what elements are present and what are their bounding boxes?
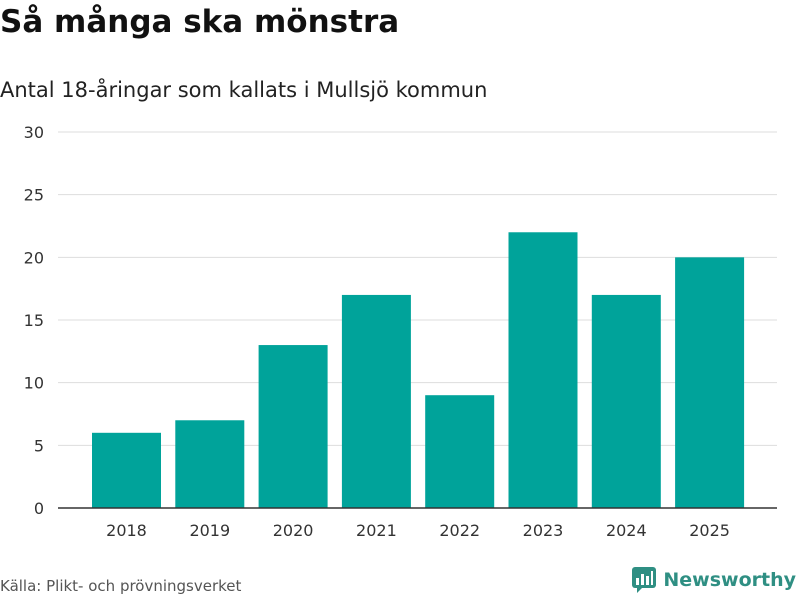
chart-title: Så många ska mönstra [0,4,400,40]
source-note: Källa: Plikt- och prövningsverket [0,577,242,595]
bar [92,432,161,508]
x-tick-label: 2025 [689,521,730,540]
x-tick-label: 2018 [106,521,147,540]
y-tick-label: 30 [24,123,44,142]
y-tick-label: 5 [34,436,44,455]
y-tick-label: 0 [34,499,44,518]
y-tick-label: 20 [24,248,44,267]
x-tick-label: 2019 [189,521,230,540]
x-tick-label: 2021 [356,521,397,540]
y-tick-label: 10 [24,374,44,393]
bar [675,257,745,508]
brand-logo: Newsworthy [631,566,796,594]
bar [175,420,245,508]
x-tick-label: 2024 [606,521,647,540]
chart-subtitle: Antal 18-åringar som kallats i Mullsjö k… [0,78,488,102]
y-tick-label: 25 [24,186,44,205]
x-tick-label: 2020 [273,521,314,540]
newsworthy-logo-icon [632,567,657,593]
brand-name: Newsworthy [663,569,796,591]
bar [425,395,495,508]
x-tick-label: 2023 [523,521,564,540]
bar [508,232,578,508]
y-tick-label: 15 [24,311,44,330]
bar [591,294,661,508]
bar [258,345,328,508]
bar [341,294,411,508]
x-tick-label: 2022 [439,521,480,540]
